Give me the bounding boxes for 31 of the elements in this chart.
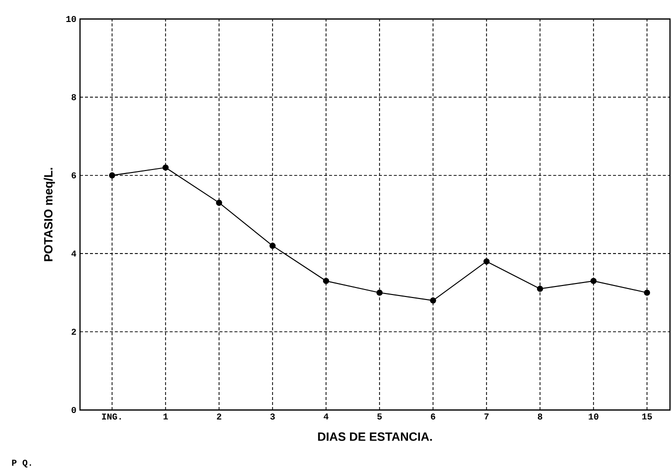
x-tick-label: 8 bbox=[538, 414, 542, 420]
y-tick-label: 10 bbox=[66, 16, 76, 22]
x-tick-label: 7 bbox=[484, 414, 489, 420]
x-tick-label: 15 bbox=[642, 414, 652, 420]
x-tick-label: 10 bbox=[588, 414, 598, 420]
point bbox=[376, 290, 383, 296]
point bbox=[109, 172, 116, 178]
point bbox=[590, 278, 597, 284]
y-tick-label: 6 bbox=[72, 172, 76, 178]
text: P Q. bbox=[12, 460, 31, 468]
x-tick-label: 6 bbox=[430, 414, 436, 420]
point bbox=[536, 286, 544, 292]
point bbox=[162, 164, 169, 171]
point bbox=[269, 242, 276, 249]
x-tick-label: 2 bbox=[216, 414, 222, 420]
x-tick-label: 4 bbox=[324, 414, 328, 420]
point bbox=[483, 258, 490, 264]
point bbox=[216, 200, 222, 206]
y-tick-label: 0 bbox=[72, 406, 76, 414]
x-tick-label: 5 bbox=[377, 414, 382, 420]
x-tick-label: 1 bbox=[164, 414, 168, 420]
point bbox=[430, 297, 436, 304]
x-axis-title: DIAS DE ESTANCIA. bbox=[318, 432, 432, 441]
x-tick-label: 3 bbox=[270, 414, 275, 420]
y-tick-label: 2 bbox=[72, 328, 76, 335]
point bbox=[322, 278, 330, 284]
y-tick-label: 8 bbox=[72, 94, 76, 100]
x-tick-label: ING. bbox=[102, 414, 121, 420]
y-tick-label: 4 bbox=[71, 250, 76, 257]
y-axis-title: POTASIO meq/L. bbox=[44, 168, 55, 262]
point bbox=[644, 290, 650, 296]
